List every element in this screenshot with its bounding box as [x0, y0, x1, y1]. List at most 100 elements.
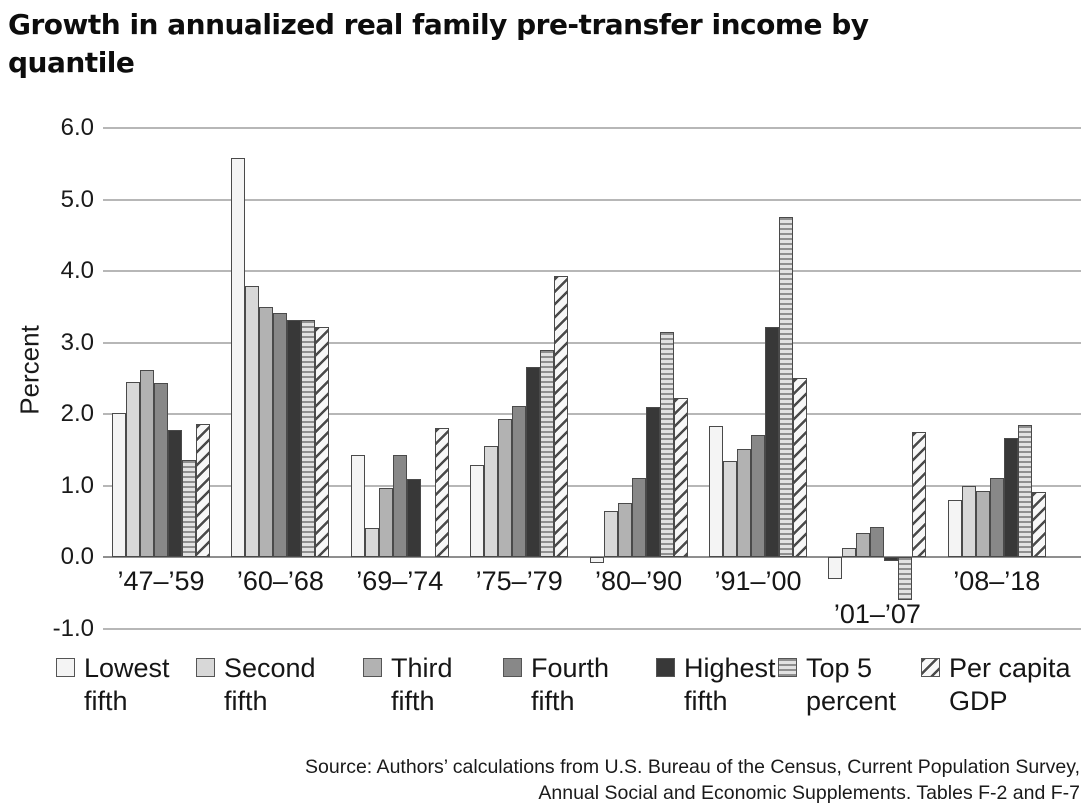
bar-top-5-percent-3 — [540, 349, 555, 557]
bar-lowest-fifth-0 — [112, 412, 126, 557]
legend-item-top-5-percent: Top 5 percent — [778, 652, 896, 718]
y-tick-label: 4.0 — [60, 257, 94, 284]
bar-top-5-percent-4 — [659, 331, 674, 557]
bar-top-5-percent-5 — [779, 216, 793, 557]
bar-second-fifth-5 — [723, 460, 737, 557]
x-axis-label-2: ’69–’74 — [356, 566, 444, 596]
x-axis-label-0: ’47–’59 — [117, 566, 205, 596]
bar-highest-fifth-7 — [1003, 438, 1018, 557]
bar-per-capita-gdp-6 — [912, 431, 927, 557]
bar-second-fifth-1 — [245, 286, 260, 557]
bar-fourth-fifth-5 — [751, 435, 765, 557]
legend-label-line1: Third — [391, 653, 453, 683]
legend-label-line1: Lowest — [84, 653, 170, 683]
legend-label: Fourth fifth — [531, 652, 609, 718]
legend-swatch-icon — [56, 658, 75, 677]
bar-second-fifth-0 — [126, 381, 140, 557]
y-tick-label: 0.0 — [60, 543, 94, 570]
legend-swatch-icon — [778, 658, 797, 677]
gridline-y4 — [103, 270, 1081, 272]
bar-highest-fifth-6 — [884, 557, 899, 561]
y-tick-label: 2.0 — [60, 400, 94, 427]
bar-second-fifth-7 — [961, 485, 976, 557]
y-tick-label: 1.0 — [60, 471, 94, 499]
bar-lowest-fifth-3 — [470, 464, 485, 557]
bar-second-fifth-4 — [603, 510, 618, 557]
legend-label: Highest fifth — [684, 652, 776, 718]
y-tick-label: 3.0 — [60, 328, 94, 356]
bar-lowest-fifth-4 — [589, 557, 604, 563]
bar-third-fifth-2 — [378, 488, 393, 557]
legend-label-line1: Top 5 — [806, 653, 873, 683]
legend-item-third-fifth: Third fifth — [363, 652, 453, 718]
bar-per-capita-gdp-3 — [554, 276, 569, 557]
legend-label: Top 5 percent — [806, 652, 896, 718]
bar-per-capita-gdp-2 — [434, 427, 449, 557]
bar-third-fifth-4 — [617, 502, 632, 557]
gridline-y1 — [103, 484, 1081, 487]
bar-third-fifth-7 — [975, 490, 990, 557]
legend-label-line2: fifth — [84, 686, 128, 716]
bar-second-fifth-6 — [842, 547, 857, 557]
legend-label-line2: fifth — [391, 686, 435, 716]
gridline-y2 — [103, 413, 1081, 415]
bar-top-5-percent-7 — [1017, 424, 1032, 557]
bar-top-5-percent-6 — [898, 557, 913, 600]
y-tick-label: -1.0 — [52, 614, 94, 642]
bar-highest-fifth-3 — [526, 366, 541, 557]
x-axis-label-3: ’75–’79 — [475, 566, 563, 596]
bar-per-capita-gdp-7 — [1031, 491, 1046, 557]
bar-highest-fifth-1 — [287, 319, 302, 557]
legend-label: Third fifth — [391, 652, 453, 718]
legend-swatch-icon — [921, 658, 940, 677]
legend-label-line2: fifth — [531, 686, 575, 716]
gridline-y5 — [103, 198, 1081, 201]
y-tick-label: 5.0 — [60, 185, 94, 213]
chart-legend: Lowest fifth Second fifth Third fifth Fourth fi… — [0, 652, 1083, 742]
bar-highest-fifth-2 — [406, 479, 421, 557]
gridline-y6 — [103, 127, 1081, 129]
x-axis-label-5: ’91–’00 — [714, 566, 802, 596]
x-axis-label-1: ’60–’68 — [236, 566, 324, 596]
legend-label-line1: Fourth — [531, 653, 610, 683]
bar-fourth-fifth-3 — [512, 406, 527, 557]
legend-label-line2: percent — [806, 686, 897, 716]
bar-fourth-fifth-1 — [273, 313, 288, 557]
bar-lowest-fifth-1 — [231, 158, 246, 557]
x-axis-label-6: ’01–’07 — [833, 599, 921, 629]
bar-fourth-fifth-7 — [989, 477, 1004, 557]
source-note: Source: Authors’ calculations from U.S. … — [180, 754, 1080, 806]
bar-third-fifth-0 — [140, 370, 154, 557]
chart-title: Growth in annualized real family pre-tra… — [8, 8, 869, 79]
bar-lowest-fifth-2 — [350, 454, 365, 557]
legend-label-line2: fifth — [224, 686, 268, 716]
legend-item-second-fifth: Second fifth — [196, 652, 316, 718]
bar-third-fifth-3 — [498, 419, 513, 557]
x-axis-label-4: ’80–’90 — [595, 566, 683, 596]
bar-highest-fifth-5 — [765, 326, 779, 557]
legend-swatch-icon — [196, 658, 215, 677]
legend-label-line1: Per capita — [949, 653, 1071, 683]
legend-label: Per capita GDP — [949, 652, 1071, 718]
bar-top-5-percent-0 — [182, 459, 196, 557]
legend-label-line2: fifth — [684, 686, 728, 716]
source-line-2: Annual Social and Economic Supplements. … — [538, 782, 1080, 804]
bar-highest-fifth-4 — [645, 406, 660, 558]
source-line-1: Source: Authors’ calculations from U.S. … — [305, 756, 1080, 778]
bar-per-capita-gdp-4 — [673, 398, 688, 557]
bar-lowest-fifth-7 — [947, 499, 962, 557]
bar-top-5-percent-1 — [301, 320, 316, 557]
gridline-y-1 — [103, 627, 1081, 630]
bar-second-fifth-3 — [484, 445, 499, 557]
bar-highest-fifth-0 — [168, 429, 182, 557]
x-axis-label-7: ’08–’18 — [953, 566, 1041, 596]
legend-label-line1: Second — [224, 653, 316, 683]
legend-item-fourth-fifth: Fourth fifth — [503, 652, 609, 718]
bar-fourth-fifth-2 — [392, 454, 407, 557]
legend-item-lowest-fifth: Lowest fifth — [56, 652, 170, 718]
y-tick-label: 6.0 — [60, 114, 94, 141]
bar-fourth-fifth-6 — [870, 527, 885, 557]
bar-per-capita-gdp-0 — [196, 424, 210, 557]
legend-label: Lowest fifth — [84, 652, 170, 718]
